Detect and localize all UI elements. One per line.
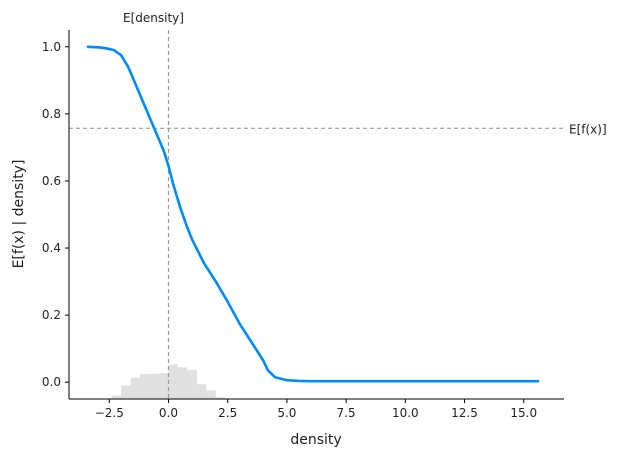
hline-annotation-label: E[f(x)]: [569, 122, 607, 136]
x-tick-label: −2.5: [95, 406, 124, 420]
y-tick-label: 0.4: [42, 241, 61, 255]
ticks: −2.5 0.0 2.5 5.0 7.5 10.0 12.5 15.0 0.0 0.2 0.4 0.6…: [42, 40, 537, 420]
histogram-bar: [149, 373, 159, 399]
histogram-bar: [196, 384, 207, 399]
y-tick-label: 0.6: [42, 174, 61, 188]
y-tick-label: 0.8: [42, 107, 61, 121]
x-axis-label: density: [290, 432, 341, 448]
x-tick-label: 10.0: [392, 406, 419, 420]
y-tick-label: 1.0: [42, 40, 61, 54]
y-tick-label: 0.0: [42, 375, 61, 389]
histogram-bar: [187, 370, 197, 399]
axes: [68, 30, 564, 400]
histogram-bar: [215, 397, 226, 399]
x-tick-label: 12.5: [451, 406, 478, 420]
histogram-bar: [140, 374, 150, 399]
x-tick-label: 5.0: [277, 406, 296, 420]
x-tick-label: 15.0: [510, 406, 537, 420]
histogram-bar: [168, 364, 178, 399]
series-line: [86, 45, 540, 383]
vline-annotation-label: E[density]: [123, 11, 184, 25]
reference-lines: [69, 30, 564, 399]
y-axis-label: E[f(x) | density]: [11, 160, 27, 269]
histogram-bar: [206, 390, 216, 399]
histogram-bar: [130, 377, 141, 399]
histogram: [111, 364, 226, 399]
x-tick-label: 7.5: [337, 406, 356, 420]
histogram-bar: [159, 373, 169, 399]
histogram-bar: [121, 385, 131, 399]
x-tick-label: 0.0: [159, 406, 178, 420]
histogram-bar: [111, 395, 122, 399]
histogram-bar: [177, 367, 188, 399]
x-tick-label: 2.5: [218, 406, 237, 420]
y-tick-label: 0.2: [42, 308, 61, 322]
